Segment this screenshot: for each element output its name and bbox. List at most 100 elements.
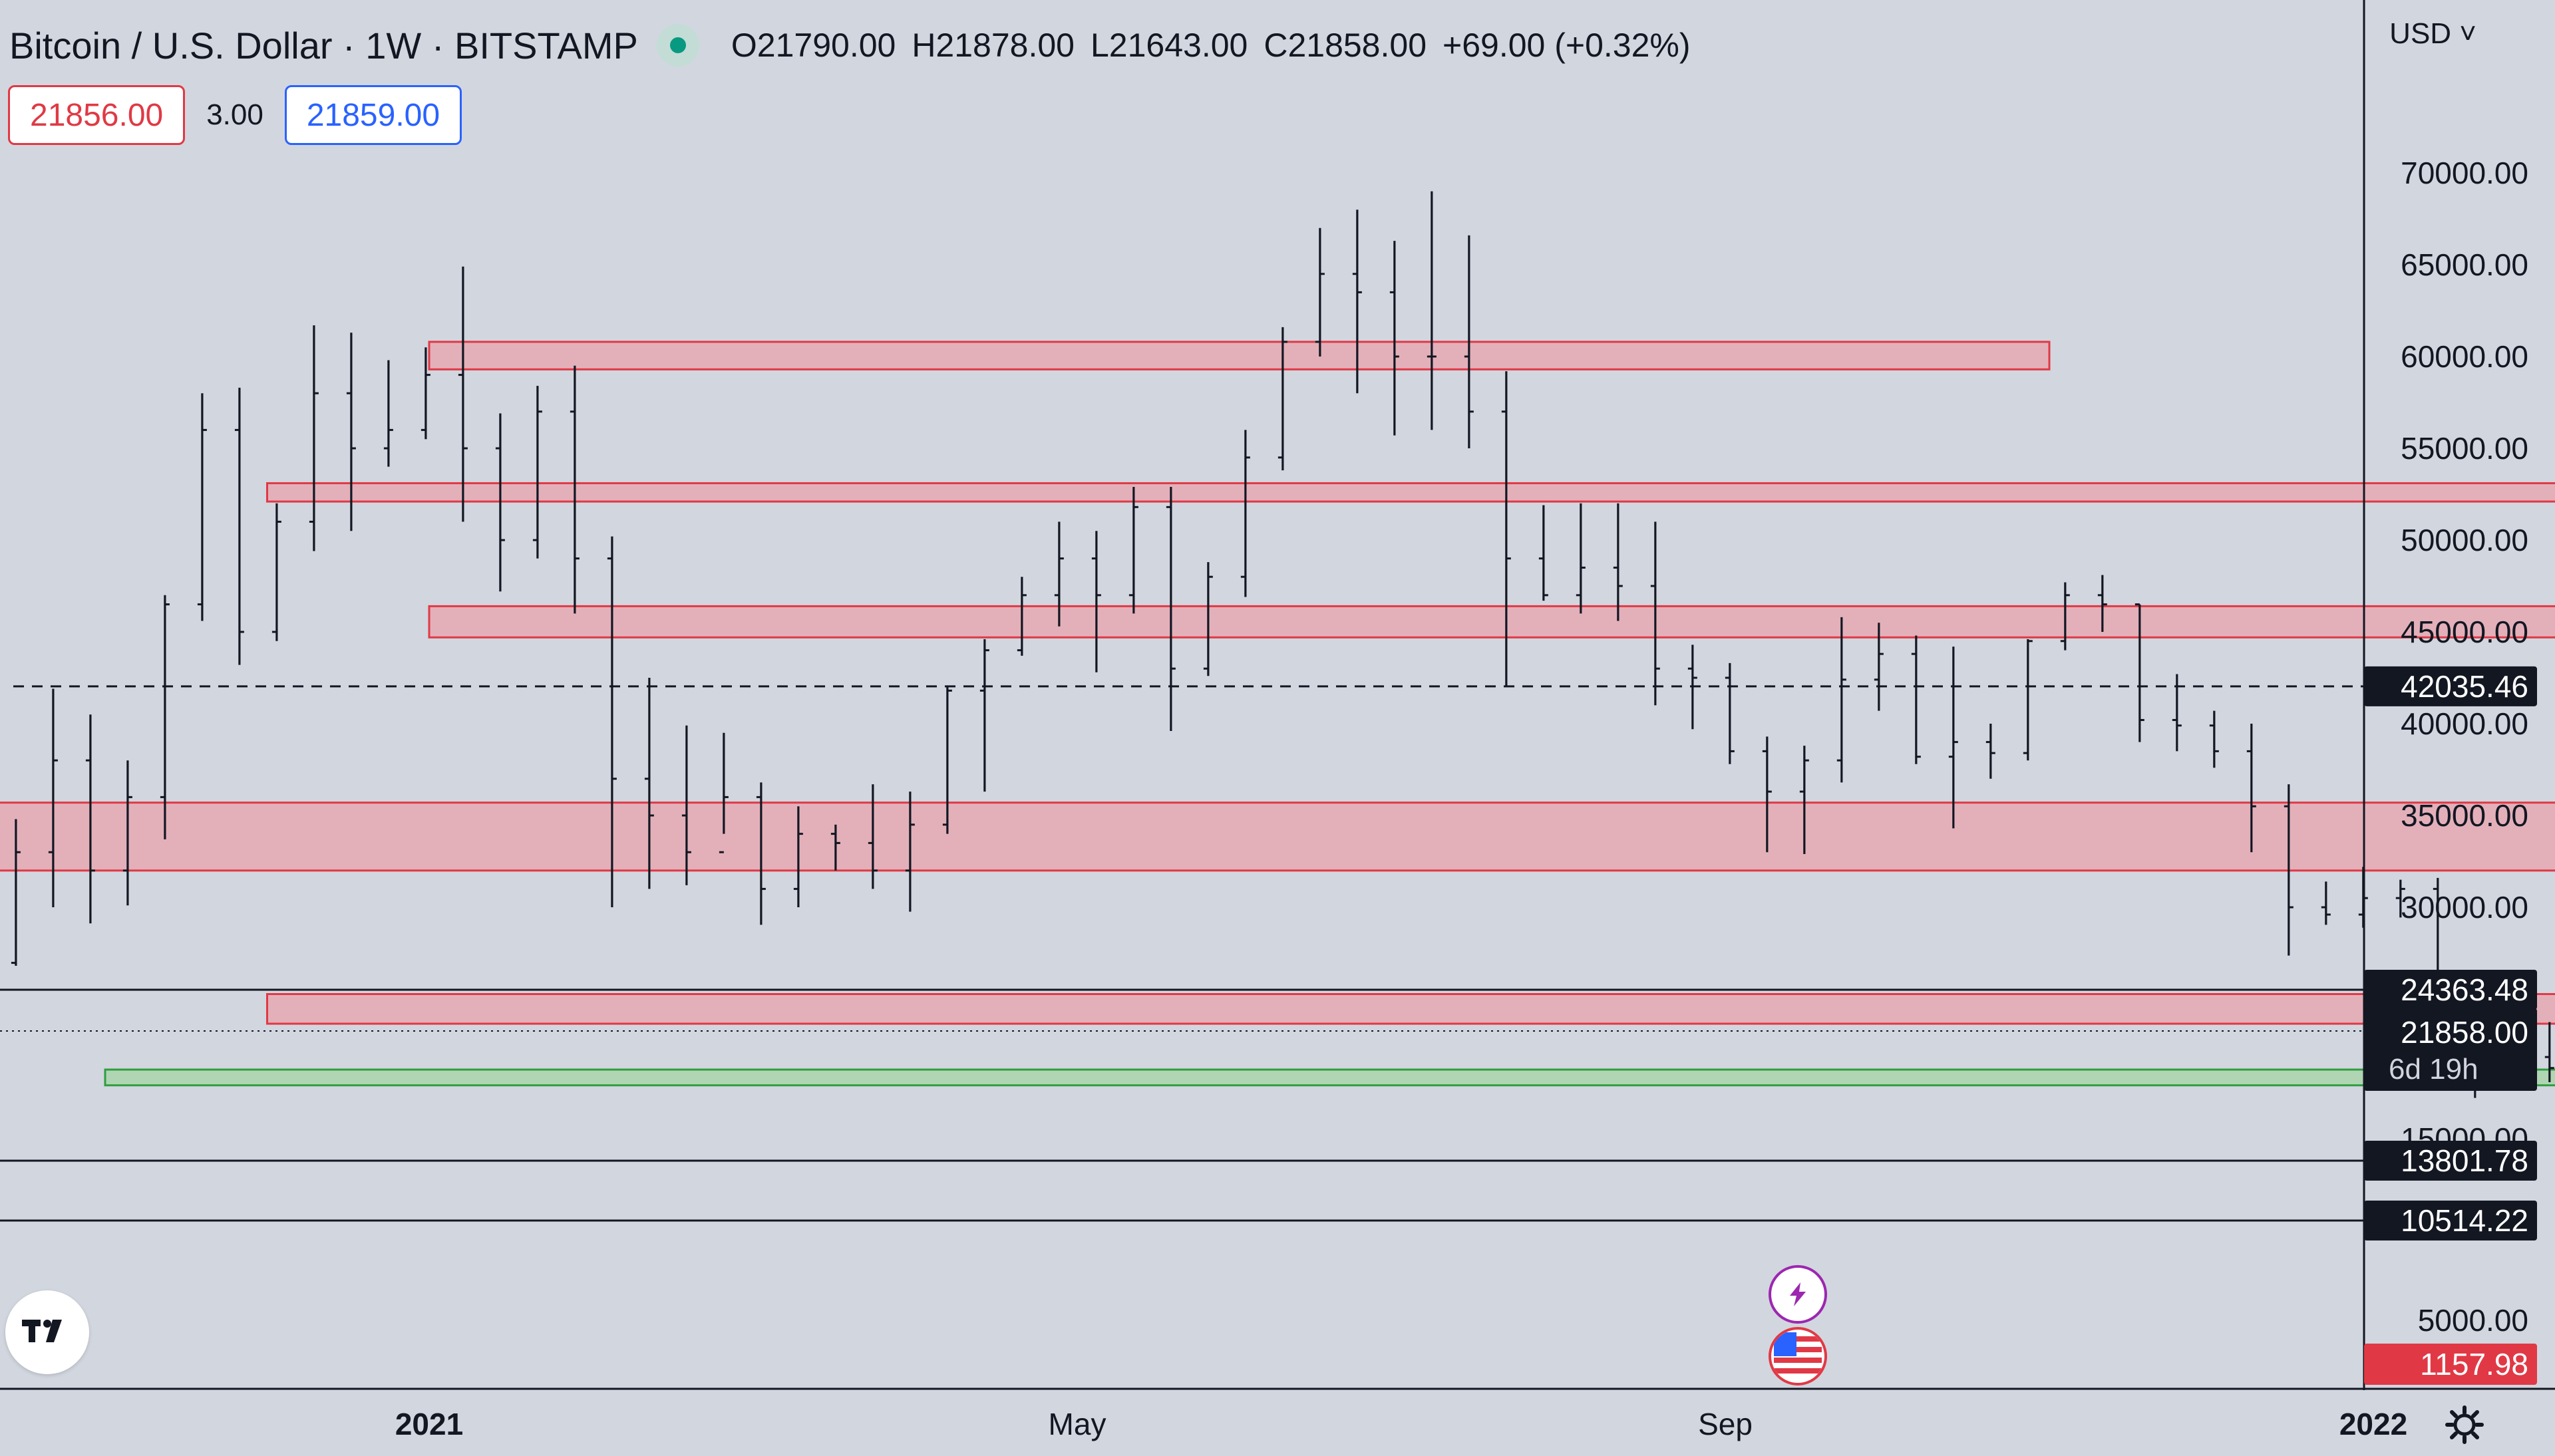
ohlc-bar (2209, 710, 2219, 768)
ohlc-bar (1166, 486, 1176, 732)
quote-row: 21856.00 3.00 21859.00 (8, 85, 462, 145)
ohlc-values: O21790.00 H21878.00 L21643.00 C21858.00 … (731, 26, 1691, 65)
price-tags-layer: 42035.46 24363.48 13801.78 10514.22 21858.00… (2364, 666, 2537, 1385)
price-tick-label: 70000.00 (2401, 156, 2528, 190)
ohlc-bar (1389, 241, 1399, 436)
resistance-zone[interactable] (428, 605, 2555, 639)
time-axis[interactable]: aySep2021MaySep2022MaySep2023MaySep (0, 1407, 2555, 1441)
open-value: O21790.00 (731, 27, 896, 64)
ohlc-bar (48, 688, 58, 907)
change-value: +69.00 (+0.32%) (1443, 27, 1691, 64)
ohlc-bar (122, 760, 132, 906)
time-tick-label: 2022 (2339, 1407, 2407, 1441)
ohlc-bar (1687, 645, 1697, 730)
ohlc-bar (756, 782, 766, 925)
symbol-title[interactable]: Bitcoin / U.S. Dollar · 1W · BITSTAMP (9, 24, 638, 67)
close-value: C21858.00 (1264, 27, 1427, 64)
gear-icon[interactable] (2445, 1405, 2484, 1445)
ohlc-bar (2023, 639, 2033, 761)
ohlc-bar (458, 266, 468, 522)
ohlc-bar (644, 678, 654, 889)
resistance-zone[interactable] (0, 801, 2555, 872)
ohlc-bar (1799, 746, 1809, 854)
ohlc-bar (681, 725, 691, 885)
ohlc-bar (1985, 724, 1995, 779)
price-tick-label: 60000.00 (2401, 339, 2528, 374)
ohlc-bar (1464, 235, 1474, 448)
ohlc-bar (1203, 562, 1213, 676)
low-value: L21643.00 (1090, 27, 1248, 64)
ohlc-bar (1278, 327, 1287, 471)
ohlc-bar (1240, 430, 1250, 597)
ohlc-bar (495, 413, 505, 592)
last-price-tag[interactable] (2364, 1008, 2537, 1091)
sell-button[interactable]: 21856.00 (8, 85, 186, 145)
ohlc-bar (719, 732, 729, 853)
ohlc-bar (570, 365, 580, 614)
ohlc-bar (234, 387, 244, 665)
ohlc-bar (942, 686, 952, 834)
ohlc-bar (1613, 503, 1623, 621)
level-price-tag[interactable] (2364, 970, 2537, 1010)
market-status-icon[interactable] (656, 24, 699, 67)
ohlc-bar (1650, 521, 1660, 706)
last-price-tag-label: 21858.00 (2401, 1015, 2528, 1050)
spread-value: 3.00 (206, 98, 263, 131)
level-price-tag[interactable] (2364, 666, 2537, 706)
price-tick-label: 40000.00 (2401, 706, 2528, 741)
ohlc-bar (2284, 784, 2294, 956)
ohlc-bar (1427, 191, 1437, 430)
time-tick-label: May (1049, 1407, 1107, 1441)
level-price-tag[interactable] (2364, 1141, 2537, 1181)
ohlc-bar (197, 393, 207, 621)
currency-label: USD (2389, 17, 2452, 50)
bars-layer (11, 191, 2554, 1098)
resistance-zone[interactable] (428, 341, 2051, 370)
ohlc-bar (1725, 662, 1735, 764)
buy-button[interactable]: 21859.00 (284, 85, 462, 145)
resistance-zone[interactable] (266, 993, 2555, 1025)
ohlc-bar (421, 347, 430, 440)
price-axis[interactable]: 70000.00 65000.00 60000.00 55000.00 50000.00… (2401, 156, 2528, 1338)
ohlc-bar (1352, 210, 1362, 394)
ohlc-bar (160, 595, 170, 839)
ohlc-bar (979, 639, 989, 792)
ohlc-bar (2321, 881, 2331, 925)
currency-selector[interactable]: USD ˅ (2389, 17, 2476, 51)
ohlc-bar (2172, 674, 2182, 752)
lines-layer (0, 685, 2364, 1222)
ohlc-bar (2395, 879, 2405, 918)
price-tick-label: 45000.00 (2401, 615, 2528, 649)
bottom-price-tag[interactable] (2364, 1344, 2537, 1385)
time-tick-label: 2021 (395, 1407, 463, 1441)
ohlc-bar (793, 806, 803, 907)
level-price-tag[interactable] (2364, 1201, 2537, 1240)
us-flag-event-icon[interactable] (1769, 1327, 1827, 1385)
ohlc-bar (1538, 505, 1548, 601)
ohlc-bar (383, 360, 393, 467)
ohlc-bar (1836, 617, 1846, 783)
ohlc-bar (85, 714, 95, 924)
ohlc-bar (1091, 531, 1101, 672)
ohlc-bar (1501, 371, 1511, 687)
bar-countdown-label: 6d 19h (2389, 1053, 2478, 1086)
time-tick-label: Sep (1698, 1407, 1753, 1441)
level-price-tag-label: 10514.22 (2401, 1203, 2528, 1238)
price-tick-label: 55000.00 (2401, 431, 2528, 466)
price-tick-label: 65000.00 (2401, 247, 2528, 282)
level-price-tag-label: 24363.48 (2401, 972, 2528, 1007)
ohlc-bar (1911, 635, 1921, 764)
price-tick-label: 50000.00 (2401, 523, 2528, 557)
lightning-event-icon[interactable] (1769, 1265, 1827, 1324)
ohlc-bar (905, 792, 915, 912)
ohlc-bar (2097, 575, 2107, 632)
ohlc-bar (1017, 577, 1027, 656)
tradingview-logo-icon[interactable] (5, 1290, 89, 1374)
ohlc-bar (346, 333, 356, 531)
chart-header: Bitcoin / U.S. Dollar · 1W · BITSTAMP O2… (9, 19, 1691, 72)
zones-layer (0, 341, 2555, 1087)
support-zone[interactable] (104, 1068, 2555, 1087)
resistance-zone[interactable] (266, 482, 2555, 503)
price-tick-label: 5000.00 (2418, 1303, 2528, 1338)
